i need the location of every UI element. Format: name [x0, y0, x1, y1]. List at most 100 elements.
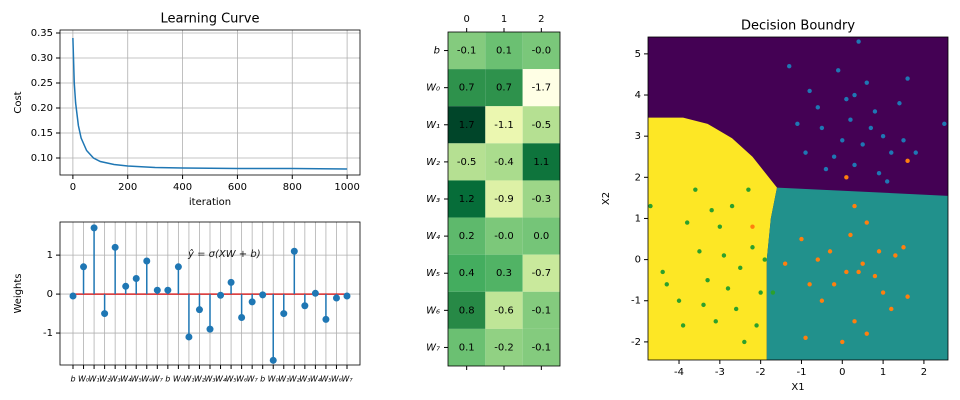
- stem-marker: [143, 257, 151, 265]
- point: [864, 220, 869, 225]
- stem-marker: [238, 313, 246, 321]
- point: [876, 170, 882, 176]
- decision-region: [766, 187, 948, 360]
- point: [844, 96, 849, 102]
- x-tick-label: 200: [118, 182, 137, 193]
- point: [799, 236, 804, 242]
- x-tick-label: 400: [173, 182, 192, 193]
- x-tick-label: -2: [756, 367, 766, 378]
- x-tick-label: 0: [70, 182, 76, 193]
- y-tick-label: 0.15: [31, 128, 53, 139]
- cell-label: 0.8: [459, 305, 475, 316]
- x-tick-label: W₁: [278, 375, 289, 384]
- row-label: W₂: [426, 157, 440, 168]
- cell-label: -1.1: [494, 120, 514, 131]
- stem-marker: [248, 298, 256, 306]
- y-tick-label: 1: [47, 250, 53, 261]
- cell-label: -0.4: [494, 157, 514, 168]
- x-tick-label: W₀: [78, 375, 90, 384]
- point: [787, 64, 792, 69]
- stem-marker: [80, 263, 88, 271]
- y-tick-label: -1: [43, 328, 53, 339]
- stem-marker: [69, 292, 77, 300]
- point: [693, 187, 698, 192]
- point: [782, 261, 788, 266]
- x-tick-label: W₁: [183, 375, 194, 384]
- x-tick-label: b: [165, 375, 170, 384]
- point: [942, 121, 947, 127]
- cell-label: -0.2: [494, 342, 514, 353]
- x-tick-label: W₂: [99, 375, 111, 384]
- x-tick-label: W₆: [141, 375, 153, 384]
- x-tick-label: -3: [715, 367, 725, 378]
- point: [742, 339, 747, 345]
- point: [795, 121, 800, 127]
- point: [905, 76, 910, 81]
- x-axis-label: iteration: [189, 197, 231, 208]
- heat-cell: [522, 143, 560, 181]
- point: [848, 232, 853, 238]
- stem-marker: [111, 243, 119, 251]
- y-tick-label: 0.20: [31, 103, 53, 114]
- stem-marker: [174, 263, 182, 271]
- y-tick-label: 0.30: [31, 53, 53, 64]
- point: [905, 158, 910, 164]
- heat-cell: [485, 32, 523, 70]
- x-tick-label: W₄: [215, 375, 227, 384]
- point: [868, 125, 874, 131]
- point: [844, 175, 849, 180]
- point: [844, 269, 849, 275]
- stem-marker: [164, 286, 172, 294]
- point: [913, 150, 918, 155]
- x-tick-label: W₇: [152, 375, 164, 384]
- point: [836, 68, 841, 73]
- cell-label: -0.1: [532, 305, 552, 316]
- point: [819, 125, 825, 131]
- y-tick-label: 4: [635, 90, 641, 101]
- heat-cell: [522, 217, 560, 255]
- y-tick-label: 0: [47, 289, 53, 300]
- x-tick-label: 800: [283, 182, 302, 193]
- heat-cell: [522, 291, 560, 329]
- point: [721, 253, 727, 258]
- row-label: W₆: [426, 305, 440, 316]
- stem-marker: [290, 247, 298, 255]
- point: [803, 335, 808, 340]
- point: [709, 208, 714, 213]
- point: [897, 101, 902, 106]
- heat-cell: [522, 254, 560, 292]
- point: [738, 265, 743, 271]
- cell-label: -0.3: [532, 194, 552, 205]
- point: [750, 245, 755, 250]
- point: [840, 339, 845, 345]
- axes-frame: [59, 29, 361, 176]
- cell-label: 1.7: [459, 120, 475, 131]
- stem-marker: [322, 315, 330, 323]
- x-tick-label: W₇: [341, 375, 353, 384]
- x-tick-label: b: [70, 375, 75, 384]
- heat-cell: [448, 180, 486, 218]
- point: [733, 306, 739, 312]
- row-label: W₁: [426, 120, 440, 131]
- x-tick-label: 1: [880, 367, 886, 378]
- stem-marker: [153, 286, 161, 294]
- y-axis-label: Cost: [13, 91, 24, 113]
- point: [807, 282, 812, 287]
- stem-marker: [311, 289, 319, 297]
- stem-marker: [90, 224, 98, 232]
- heat-cell: [448, 217, 486, 255]
- point: [889, 150, 894, 155]
- point: [729, 203, 735, 209]
- y-tick-label: 0.25: [31, 78, 53, 89]
- heat-cell: [485, 69, 523, 107]
- x-tick-label: W₅: [320, 375, 331, 384]
- heat-cell: [448, 106, 486, 144]
- row-label: W₃: [426, 194, 440, 205]
- y-tick-label: 0.10: [31, 153, 53, 164]
- y-tick-label: 0.35: [31, 28, 53, 39]
- point: [758, 290, 763, 295]
- stem-marker: [259, 291, 267, 299]
- axes-frame: [647, 36, 949, 361]
- x-tick-label: W₁: [89, 375, 100, 384]
- point: [680, 323, 686, 328]
